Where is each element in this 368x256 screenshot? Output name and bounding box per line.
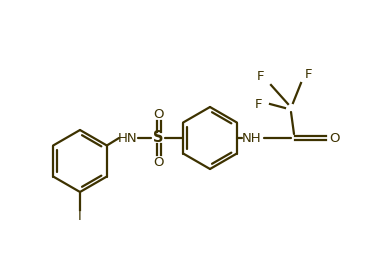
Text: F: F [255,98,263,111]
Text: HN: HN [118,132,138,144]
Text: O: O [153,108,163,121]
Text: NH: NH [242,132,262,144]
Text: S: S [153,131,163,145]
Text: F: F [256,70,264,83]
Text: I: I [78,210,82,223]
Text: O: O [330,132,340,144]
Text: F: F [305,69,313,81]
Text: O: O [153,155,163,168]
